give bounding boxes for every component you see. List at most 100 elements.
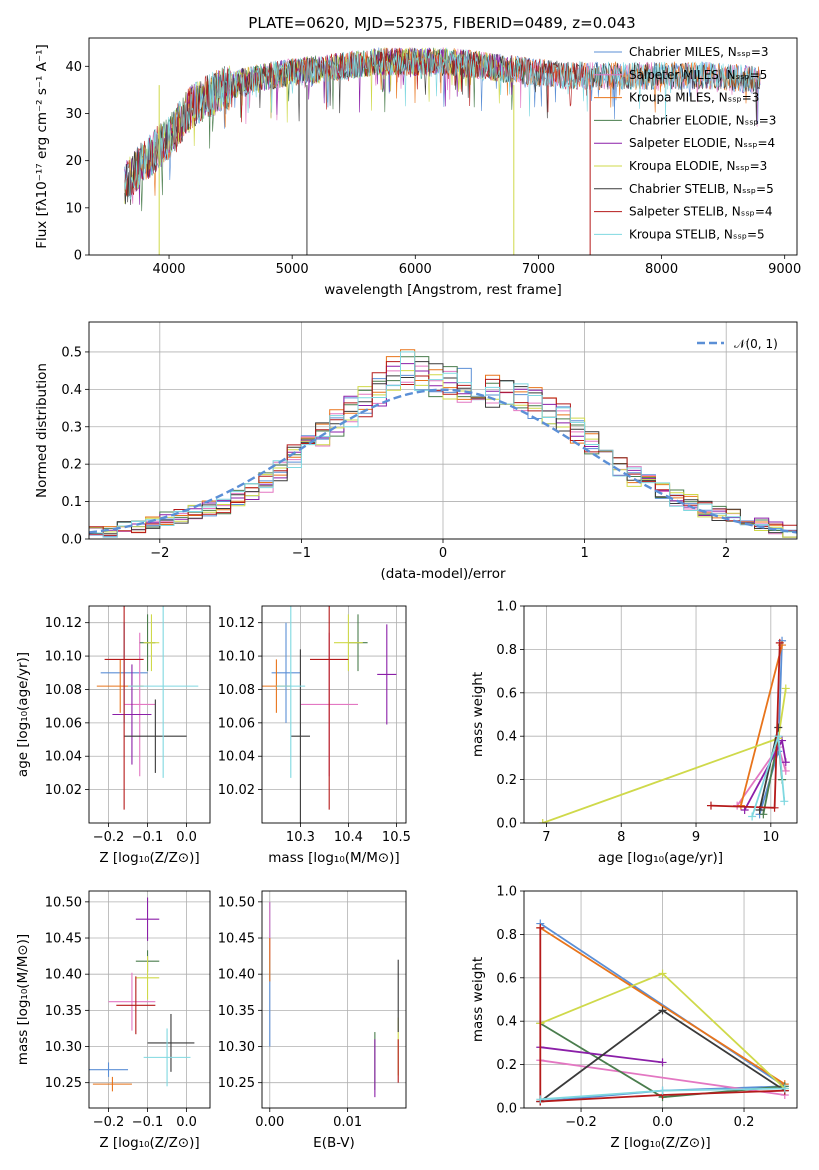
weight-marker [775,638,784,647]
x-tick-label: −0.1 [132,1115,164,1130]
y-tick-label: 0.6 [496,971,517,986]
y-tick-label: 0.2 [61,458,82,473]
chart-title: PLATE=0620, MJD=52375, FIBERID=0489, z=0… [248,14,635,32]
x-tick-label: −0.2 [93,1115,125,1130]
plot-area [89,897,195,1092]
y-tick-label: 10.08 [218,683,255,698]
x-tick-label: 0.0 [652,1115,673,1130]
y-tick-label: 10.10 [218,650,255,665]
y-tick-label: 10.25 [218,1076,255,1091]
weight-marker [774,723,783,732]
y-tick-label: 0.1 [61,495,82,510]
x-tick-label: −1 [292,546,311,561]
y-tick-label: 0.0 [61,533,82,548]
weight-line-2 [539,927,786,1085]
legend-label: Chabrier ELODIE, Nₛₛₚ=3 [629,113,776,127]
y-tick-label: 0.5 [61,345,82,360]
y-tick-label: 10 [65,201,82,216]
legend-label: Chabrier STELIB, Nₛₛₚ=5 [629,182,774,196]
weight-marker [736,801,745,810]
y-tick-label: 10.40 [45,968,82,983]
y-tick-label: 10.50 [45,895,82,910]
weight-marker [759,810,768,819]
y-tick-label: 10.40 [218,968,255,983]
x-tick-label: 7000 [522,262,555,277]
histogram-series-5 [89,370,797,538]
x-tick-label: 9 [692,830,700,845]
axes-frame [88,890,211,1109]
axes-frame [523,605,798,824]
panel-mass_vs_ebv: 0.00 0.01 10.25 10.30 10.35 10.40 10.45 10.50 E(… [218,890,407,1151]
y-tick-label: 10.25 [45,1076,82,1091]
y-axis-label: age [log₁₀(age/yr)] [15,652,31,777]
x-tick-label: 8000 [645,262,678,277]
x-tick-label: −0.2 [565,1115,597,1130]
y-tick-label: 10.50 [218,895,255,910]
weight-marker [774,732,783,741]
x-tick-label: 6000 [399,262,432,277]
panel-spectrum: 4000 5000 6000 7000 8000 9000 0 10 20 30 40 wavelen… [34,37,801,298]
axes-frame [523,890,798,1109]
x-tick-label: 9000 [768,262,801,277]
plot-area [96,606,199,810]
y-tick-label: 10.02 [45,783,82,798]
legend-label: Salpeter STELIB, Nₛₛₚ=4 [629,205,773,219]
y-tick-label: 10.45 [45,932,82,947]
y-axis-label: mass weight [470,957,486,1042]
plot-area [262,606,397,823]
weight-marker [780,1084,789,1093]
y-axis-label: mass [log₁₀(M/M⊙)] [15,934,31,1065]
weight-line-0 [539,922,788,1103]
y-tick-label: 0 [74,249,82,264]
y-tick-label: 10.12 [45,616,82,631]
x-axis-label: Z [log₁₀(Z/Z⊙)] [610,1135,710,1151]
legend-label: Kroupa ELODIE, Nₛₛₚ=3 [629,159,767,173]
y-axis-label: mass weight [470,672,486,757]
x-axis-label: Z [log₁₀(Z/Z⊙)] [99,850,199,866]
histogram-series-8 [89,351,797,538]
x-tick-label: 0.00 [255,1115,284,1130]
y-tick-label: 10.45 [218,932,255,947]
x-axis-label: E(B-V) [313,1135,355,1151]
plot-area [89,349,797,538]
y-tick-label: 0.4 [496,1015,517,1030]
y-tick-label: 0.0 [496,1102,517,1117]
weight-line-6 [758,727,780,811]
y-tick-label: 10.06 [218,716,255,731]
y-tick-label: 10.08 [45,683,82,698]
x-axis-label: age [log₁₀(age/yr)] [598,850,723,866]
x-tick-label: 7 [542,830,550,845]
x-tick-label: 10 [763,830,780,845]
axes-frame [88,605,211,824]
weight-marker [658,969,667,978]
y-tick-label: 10.30 [45,1040,82,1055]
weight-marker [781,766,790,775]
x-tick-label: 0 [439,546,447,561]
y-tick-label: 0.4 [61,383,82,398]
panel-age_vs_Z: −0.2 −0.1 0.0 10.02 10.04 10.06 10.08 10.10 10.1… [15,605,211,866]
x-axis-label: wavelength [Angstrom, rest frame] [324,282,562,298]
y-axis-label: Normed distribution [34,363,50,498]
weight-marker [536,923,545,932]
x-tick-label: 5000 [276,262,309,277]
axes-frame [88,37,798,256]
x-tick-label: −2 [150,546,169,561]
y-tick-label: 1.0 [496,600,517,615]
y-tick-label: 0.3 [61,420,82,435]
panel-residuals: −2 −1 0 1 2 0.0 0.1 0.2 0.3 0.4 0.5 (data-model)/er… [34,321,798,582]
y-tick-label: 10.06 [45,716,82,731]
panel-massweight_vs_age: 7 8 9 10 0.0 0.2 0.4 0.6 0.8 1.0 age [log₁₀(age/yr… [470,600,798,866]
histogram-series-7 [89,361,797,536]
legend-label: Salpeter MILES, Nₛₛₚ=5 [629,68,767,82]
y-tick-label: 0.2 [496,773,517,788]
weight-marker [706,801,715,810]
y-tick-label: 10.04 [45,750,82,765]
y-tick-label: 0.4 [496,730,517,745]
y-tick-label: 0.8 [496,643,517,658]
x-tick-label: 0.2 [734,1115,755,1130]
weight-marker [781,758,790,767]
spectrum-legend: Chabrier MILES, Nₛₛₚ=3 Salpeter MILES, Nₛ… [594,45,776,241]
x-axis-label: Z [log₁₀(Z/Z⊙)] [99,1135,199,1151]
axes-frame [261,605,407,824]
